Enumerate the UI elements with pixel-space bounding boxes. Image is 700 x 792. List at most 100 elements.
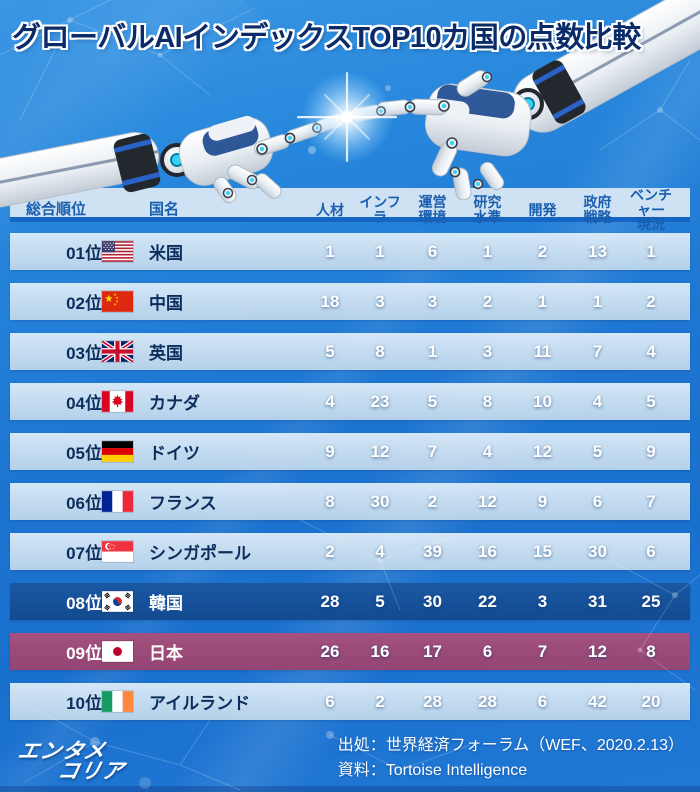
score-cell: 8 — [325, 491, 335, 511]
score-cell: 17 — [423, 641, 442, 661]
country-name: 日本 — [149, 644, 183, 663]
country-name: 英国 — [149, 344, 183, 363]
spark-glow — [297, 71, 397, 163]
svg-text:★: ★ — [115, 300, 119, 304]
logo-line2: コリア — [55, 760, 127, 784]
score-cell: 6 — [482, 641, 493, 661]
score-cell: 15 — [533, 541, 552, 561]
table-row: 06位 フランス 8 30 2 12 9 6 7 — [10, 483, 690, 520]
score-cell: 4 — [375, 541, 385, 561]
score-cell: 6 — [537, 691, 548, 711]
score-cell: 16 — [370, 641, 390, 661]
score-cell: 39 — [423, 541, 442, 561]
flag-fr-icon — [102, 491, 133, 512]
score-cell: 42 — [588, 691, 607, 711]
score-cell: 3 — [427, 291, 438, 311]
score-cell: 2 — [427, 491, 438, 511]
svg-text:★: ★ — [113, 293, 117, 297]
rank-cell: 02位 — [66, 294, 102, 313]
svg-text:★: ★ — [113, 303, 117, 307]
header-score-col: 研究 水準 — [473, 194, 502, 226]
score-cell: 8 — [375, 341, 385, 361]
score-cell: 8 — [646, 641, 656, 661]
flag-ca-icon — [102, 391, 133, 412]
header-country: 国名 — [149, 201, 180, 219]
score-cell: 3 — [537, 591, 548, 611]
score-cell: 4 — [325, 391, 335, 411]
table-row: 08位 韓国 28 5 30 22 3 31 25 — [10, 583, 690, 620]
score-cell: 1 — [646, 241, 656, 261]
score-cell: 18 — [320, 291, 340, 311]
score-cell: 28 — [423, 691, 442, 711]
score-cell: 4 — [592, 391, 603, 411]
score-table: 総合順位 国名 人材 インフラ 運営 環境 研究 水準 開発 政府 戦略 ベンチャー 現況 … — [10, 188, 690, 720]
rank-cell: 01位 — [66, 244, 102, 263]
flag-us-icon — [102, 241, 133, 262]
table-body: 01位 米国 1 1 6 1 2 13 1 02位 ★ ★ ★ ★ ★ 中国 18 3 3 2 1 1 2 03… — [10, 233, 690, 720]
score-cell: 5 — [325, 341, 335, 361]
score-cell: 4 — [646, 341, 656, 361]
score-cell: 5 — [427, 391, 438, 411]
score-cell: 2 — [375, 691, 385, 711]
flag-sg-icon — [102, 541, 133, 562]
score-cell: 10 — [533, 391, 552, 411]
left-index-finger — [254, 113, 345, 156]
score-cell: 23 — [370, 391, 390, 411]
score-cell: 2 — [482, 291, 493, 311]
svg-text:★: ★ — [115, 296, 119, 300]
flag-kr-icon — [102, 591, 133, 612]
header-score-col: ベンチャー 現況 — [630, 187, 672, 233]
score-cell: 1 — [427, 341, 438, 361]
country-name: アイルランド — [149, 694, 251, 713]
country-name: カナダ — [149, 394, 200, 413]
header-rank: 総合順位 — [25, 201, 86, 219]
score-cell: 6 — [592, 491, 603, 511]
score-cell: 12 — [370, 441, 390, 461]
rank-cell: 04位 — [66, 394, 102, 413]
header-score-col: 運営 環境 — [418, 194, 447, 226]
score-cell: 9 — [646, 441, 656, 461]
header-score-col: 人材 — [316, 201, 344, 218]
score-cell: 12 — [533, 441, 552, 461]
table-row: 07位 シンガポール 2 4 39 16 15 30 6 — [10, 533, 690, 570]
score-cell: 12 — [588, 641, 607, 661]
country-name: 中国 — [149, 294, 183, 313]
country-name: ドイツ — [149, 444, 200, 463]
page-title: グローバルAIインデックスTOP10カ国の点数比較 — [12, 22, 641, 54]
flag-ie-icon — [102, 691, 133, 712]
score-cell: 6 — [325, 691, 335, 711]
score-cell: 3 — [375, 291, 385, 311]
score-cell: 7 — [592, 341, 603, 361]
score-cell: 3 — [482, 341, 493, 361]
country-name: 米国 — [149, 244, 183, 263]
score-cell: 1 — [375, 241, 385, 261]
score-cell: 1 — [537, 291, 548, 311]
rank-cell: 08位 — [66, 594, 102, 613]
source-line-1: 出処：世界経済フォーラム（WEF、2020.2.13） — [337, 737, 684, 755]
header-score-col: 政府 戦略 — [583, 194, 612, 226]
table-header-row: 総合順位 国名 人材 インフラ 運営 環境 研究 水準 開発 政府 戦略 ベンチャー 現況 — [10, 188, 690, 232]
rank-cell: 06位 — [66, 494, 102, 513]
table-row: 03位 英国 5 8 1 3 11 7 4 — [10, 333, 690, 370]
source-line-2: 資料：Tortoise Intelligence — [337, 762, 528, 780]
score-cell: 1 — [482, 241, 493, 261]
header-score-col: インフラ — [359, 194, 401, 226]
score-cell: 5 — [592, 441, 603, 461]
score-cell: 9 — [325, 441, 335, 461]
score-cell: 28 — [320, 591, 340, 611]
score-cell: 4 — [482, 441, 493, 461]
table-row: 05位 ドイツ 9 12 7 4 12 5 9 — [10, 433, 690, 470]
flag-jp-icon — [102, 641, 133, 662]
score-cell: 7 — [646, 491, 656, 511]
score-cell: 8 — [482, 391, 493, 411]
table-row: 04位 カナダ 4 23 5 8 10 4 5 — [10, 383, 690, 420]
header-score-col: 開発 — [528, 201, 557, 218]
country-name: フランス — [149, 494, 217, 513]
flag-cn-icon: ★ ★ ★ ★ ★ — [102, 291, 133, 312]
score-cell: 5 — [375, 591, 385, 611]
score-cell: 1 — [592, 291, 603, 311]
score-cell: 11 — [533, 341, 552, 361]
source-credits: 出処：世界経済フォーラム（WEF、2020.2.13） 資料：Tortoise … — [338, 734, 684, 784]
score-cell: 7 — [427, 441, 438, 461]
score-cell: 31 — [588, 591, 607, 611]
